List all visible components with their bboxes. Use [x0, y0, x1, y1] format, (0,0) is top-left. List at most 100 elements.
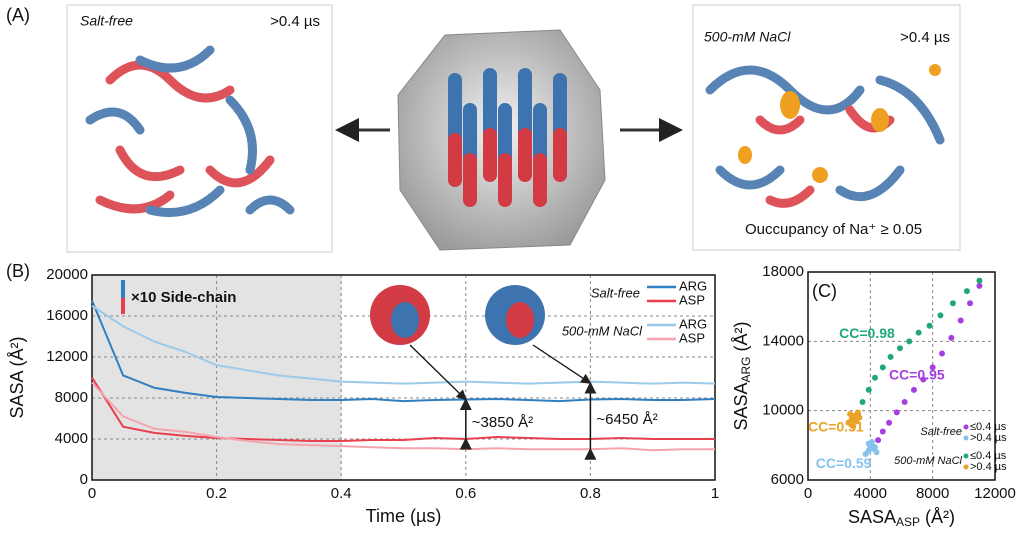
scatter-point [865, 440, 872, 447]
scatter-point [948, 334, 955, 341]
scatter-point [915, 329, 922, 336]
nacl-snapshot [692, 4, 961, 251]
scatter-point [893, 409, 900, 416]
scatter-point [896, 345, 903, 352]
y-tick-label: 10000 [762, 402, 804, 419]
protein-inset [506, 302, 534, 338]
scatter-point [847, 411, 854, 418]
x-tick-label: 0 [88, 485, 96, 502]
cc-label: CC=0.51 [808, 419, 864, 435]
scatter-point [926, 322, 933, 329]
scatter-point [865, 386, 872, 393]
series-line [91, 376, 715, 443]
legend-dot [963, 435, 969, 441]
panel-label: (C) [812, 281, 837, 301]
snapshot-label: 500-mM NaCl [704, 29, 791, 45]
y-tick-label: 20000 [46, 266, 88, 283]
series-line [91, 300, 716, 403]
inset-icon [121, 298, 125, 314]
scatter-point [976, 277, 983, 284]
inset-label: ×10 Side-chain [131, 289, 236, 306]
scatter-point [939, 350, 946, 357]
x-axis-label: Time (µs) [366, 506, 442, 526]
legend-label: ≤0.4 µs [970, 450, 1007, 462]
snapshot-time: >0.4 µs [900, 29, 950, 46]
cc-label: CC=0.59 [816, 455, 872, 471]
axis-label-part: (Å²) [925, 507, 955, 527]
scatter-point [854, 409, 861, 416]
scatter-point [957, 317, 964, 324]
legend-label: ASP [679, 330, 705, 345]
y-tick-label: 8000 [55, 389, 88, 406]
axis-label-part: SASA [848, 507, 896, 527]
legend-label: ARG [679, 278, 707, 293]
annotation-leader [532, 344, 592, 384]
scatter-point [949, 300, 956, 307]
axis-label-part: ARG [739, 356, 753, 382]
legend-group-title: 500-mM NaCl [894, 455, 962, 467]
y-tick-label: 16000 [46, 307, 88, 324]
scatter-point [872, 374, 879, 381]
x-tick-label: 8000 [916, 485, 949, 502]
legend-dot [963, 464, 969, 470]
protein-inset [391, 302, 419, 338]
scatter-point [886, 419, 893, 426]
scatter-point [872, 444, 879, 451]
axis-label-part: (Å²) [731, 321, 751, 351]
y-tick-label: 18000 [762, 263, 804, 280]
x-tick-label: 0.8 [580, 485, 601, 502]
y-tick-label: 6000 [771, 471, 804, 488]
legend-group-title: Salt-free [920, 426, 962, 438]
salt-free-snapshot [66, 4, 333, 253]
panel-label: (B) [6, 261, 30, 281]
y-tick-label: 0 [80, 471, 88, 488]
y-tick-label: 12000 [46, 348, 88, 365]
series-line [91, 381, 715, 452]
x-tick-label: 12000 [974, 485, 1016, 502]
x-tick-label: 0 [804, 485, 812, 502]
scatter-point [937, 312, 944, 319]
plot-frame [807, 271, 996, 481]
scatter-point [879, 364, 886, 371]
y-tick-label: 4000 [55, 430, 88, 447]
scatter-point [976, 282, 983, 289]
annotation-leader [409, 344, 467, 401]
legend-label: >0.4 µs [970, 432, 1007, 444]
x-tick-label: 0.2 [206, 485, 227, 502]
scatter-point [875, 437, 882, 444]
snapshot-time: >0.4 µs [270, 13, 320, 30]
simulation-box [397, 29, 606, 251]
x-tick-label: 1 [711, 485, 719, 502]
scatter-point [929, 364, 936, 371]
y-axis-label: SASA (Å²) [7, 336, 27, 418]
scatter-point [873, 449, 880, 456]
x-tick-label: 0.6 [455, 485, 476, 502]
x-tick-label: 0.4 [331, 485, 352, 502]
scatter-point [901, 399, 908, 405]
x-axis-label: SASAASP (Å²) [848, 507, 955, 529]
series-line [91, 304, 716, 385]
scatter-point [856, 414, 863, 421]
legend-label: >0.4 µs [970, 461, 1007, 473]
legend-dot [963, 453, 969, 459]
axis-label-part: ASP [896, 515, 920, 529]
scatter-point [963, 288, 970, 295]
legend-group-title: Salt-free [591, 285, 640, 300]
y-tick-label: 14000 [762, 332, 804, 349]
annotation-label: ~3850 Å² [472, 414, 533, 431]
annotation-label: ~6450 Å² [596, 411, 657, 428]
snapshot-label: Salt-free [80, 13, 133, 29]
legend-label: ARG [679, 316, 707, 331]
axis-label-part: SASA [731, 382, 751, 430]
scatter-point [887, 353, 894, 360]
cc-label: CC=0.98 [839, 325, 895, 341]
scatter-point [859, 399, 866, 405]
scatter-point [920, 376, 927, 383]
panel-label: (A) [6, 5, 30, 25]
scatter-point [879, 428, 886, 435]
y-axis-label: SASAARG (Å²) [731, 321, 753, 430]
legend-label: ASP [679, 292, 705, 307]
scatter-point [910, 386, 917, 393]
scatter-point [850, 423, 857, 430]
